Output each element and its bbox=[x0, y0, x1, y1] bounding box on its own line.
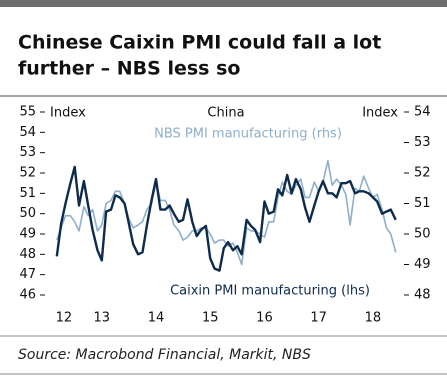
y2-tick-label: 54 bbox=[414, 105, 431, 120]
x-tick-label: 15 bbox=[202, 311, 219, 326]
x-tick-label: 14 bbox=[148, 311, 165, 326]
title-line: Chinese Caixin PMI could fall a lot bbox=[18, 32, 381, 54]
top-bar bbox=[0, 0, 447, 7]
x-tick-label: 13 bbox=[94, 311, 111, 326]
y2-label: Index bbox=[362, 106, 398, 121]
y-tick-label: 54 bbox=[19, 125, 36, 140]
y-tick-label: 51 bbox=[19, 186, 36, 201]
y-tick-label: 50 bbox=[19, 206, 36, 221]
y2-tick-label: 48 bbox=[414, 288, 431, 303]
x-tick-label: 17 bbox=[310, 311, 327, 326]
x-tick-label: 18 bbox=[365, 311, 382, 326]
x-tick-label: 16 bbox=[256, 311, 273, 326]
chart-title: China bbox=[207, 106, 244, 121]
y-label: Index bbox=[50, 106, 86, 121]
y-tick-label: 52 bbox=[19, 166, 36, 181]
y-tick-label: 46 bbox=[19, 288, 36, 303]
y2-tick-label: 51 bbox=[414, 196, 431, 211]
y-tick-label: 49 bbox=[19, 227, 36, 242]
y2-tick-label: 52 bbox=[414, 166, 431, 181]
title-line: further – NBS less so bbox=[18, 58, 240, 80]
y2-tick-label: 50 bbox=[414, 227, 431, 242]
y-tick-label: 48 bbox=[19, 247, 36, 262]
y-tick-label: 53 bbox=[19, 145, 36, 160]
y-tick-label: 55 bbox=[19, 105, 36, 120]
series-line bbox=[56, 160, 397, 266]
annotation: NBS PMI manufacturing (rhs) bbox=[154, 127, 342, 142]
annotation: Caixin PMI manufacturing (lhs) bbox=[170, 284, 370, 299]
y-tick-label: 47 bbox=[19, 267, 36, 282]
x-tick-label: 12 bbox=[56, 311, 73, 326]
series-line bbox=[55, 165, 397, 272]
y2-tick-label: 49 bbox=[414, 257, 431, 272]
y2-tick-label: 53 bbox=[414, 135, 431, 150]
source: Source: Macrobond Financial, Markit, NBS bbox=[18, 347, 311, 363]
